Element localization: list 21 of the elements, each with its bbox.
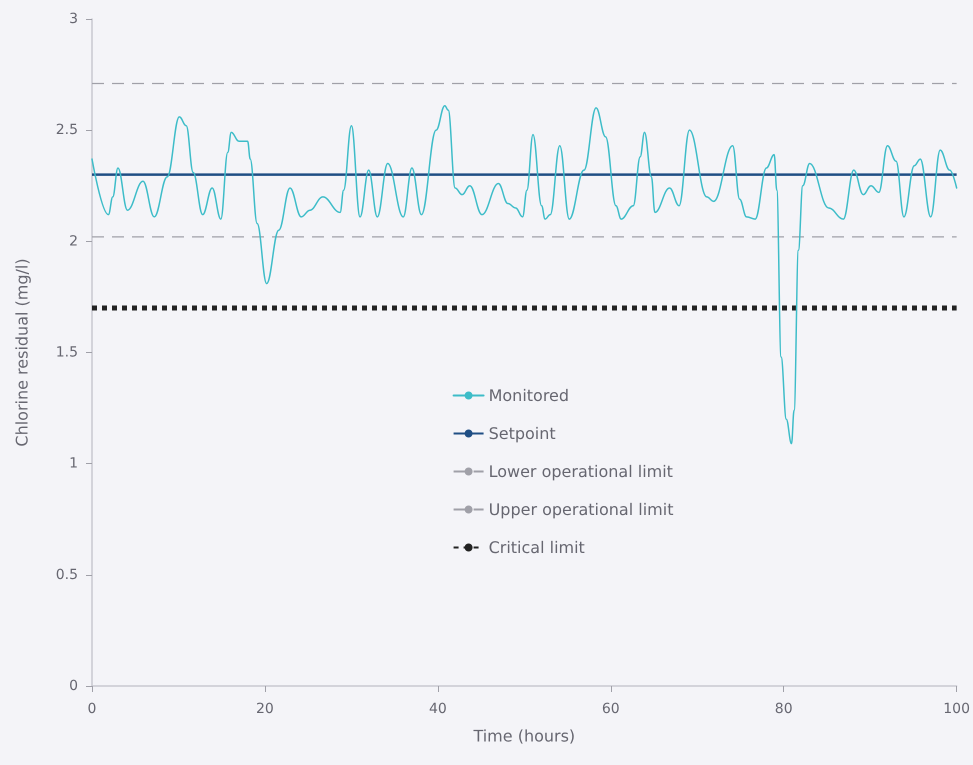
legend-label: Upper operational limit xyxy=(488,500,674,519)
legend-label: Setpoint xyxy=(488,424,556,443)
x-axis-title: Time (hours) xyxy=(472,726,576,746)
y-tick-label: 1.5 xyxy=(56,344,78,360)
x-tick-label: 80 xyxy=(774,701,793,717)
x-tick-label: 60 xyxy=(602,701,620,717)
legend-label: Monitored xyxy=(488,386,570,405)
legend-label: Lower operational limit xyxy=(488,462,673,481)
y-tick-label: 1 xyxy=(69,456,78,472)
y-tick-label: 0 xyxy=(69,678,78,694)
x-tick-label: 40 xyxy=(428,701,447,717)
line-series xyxy=(91,104,958,444)
x-tick-label: 100 xyxy=(943,701,970,717)
y-tick-label: 3 xyxy=(69,11,78,27)
x-tick-label: 20 xyxy=(256,701,274,717)
legend-label: Critical limit xyxy=(488,538,585,557)
x-tick-label: 0 xyxy=(88,701,96,717)
y-tick-label: 0.5 xyxy=(56,566,78,583)
y-tick-label: 2 xyxy=(69,233,78,250)
y-tick-label: 2.5 xyxy=(56,122,78,138)
y-axis-title: Chlorine residual (mg/l) xyxy=(12,258,32,447)
